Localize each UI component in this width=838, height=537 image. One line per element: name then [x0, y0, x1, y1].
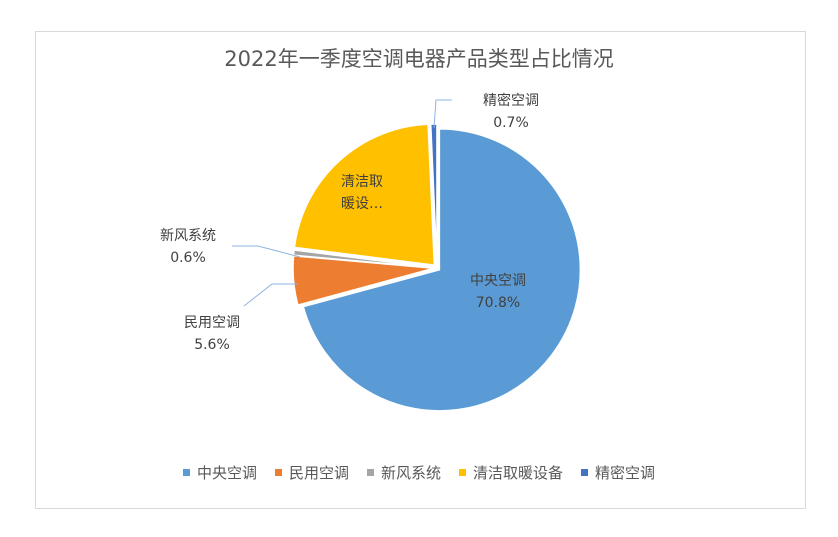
- legend-item-2: 民用空调: [274, 462, 349, 483]
- pie-slice-1: [302, 128, 582, 412]
- legend-swatch-5: [581, 469, 589, 476]
- legend-item-3: 新风系统: [366, 462, 441, 483]
- legend: 中央空调 民用空调 新风系统 清洁取暖设备 精密空调: [0, 462, 838, 483]
- legend-swatch-4: [459, 469, 466, 476]
- slice-label-3: 新风系统: [160, 228, 216, 244]
- legend-item-4: 清洁取暖设备: [459, 462, 563, 483]
- legend-label-2: 民用空调: [288, 464, 349, 482]
- slice-value-1: 70.8%: [476, 295, 520, 311]
- leader-line-3: [232, 245, 301, 258]
- slice-label-4-line-2: 暖设…: [341, 196, 383, 212]
- chart-title: 2022年一季度空调电器产品类型占比情况: [224, 47, 614, 71]
- leader-line-2: [243, 283, 298, 307]
- legend-label-3: 新风系统: [380, 464, 441, 482]
- pie-slice-4: [293, 123, 436, 266]
- slice-label-2: 民用空调: [184, 315, 240, 331]
- slice-label-5: 精密空调: [483, 92, 539, 109]
- slice-label-4-line-1: 清洁取: [341, 174, 383, 190]
- legend-item-1: 中央空调: [182, 462, 257, 483]
- legend-label-5: 精密空调: [595, 464, 656, 482]
- legend-item-5: 精密空调: [581, 462, 655, 483]
- slice-value-3: 0.6%: [170, 250, 206, 266]
- slice-label-1: 中央空调: [470, 273, 526, 289]
- legend-swatch-2: [274, 469, 282, 476]
- slice-value-2: 5.6%: [194, 337, 230, 353]
- leader-line-5: [433, 99, 452, 129]
- legend-swatch-3: [366, 469, 374, 476]
- legend-label-4: 清洁取暖设备: [473, 464, 564, 482]
- legend-swatch-1: [182, 469, 190, 476]
- slice-value-5: 0.7%: [493, 115, 529, 131]
- legend-label-1: 中央空调: [196, 464, 257, 482]
